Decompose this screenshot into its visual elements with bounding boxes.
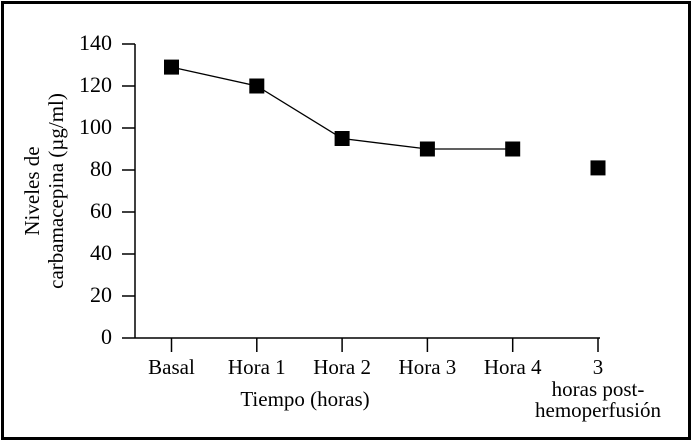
- y-tick-label: 120: [79, 72, 112, 97]
- x-tick-sublabel: horas post-: [552, 377, 645, 401]
- data-point-marker: [164, 59, 179, 75]
- data-point-marker: [590, 160, 606, 176]
- y-tick-label: 60: [90, 198, 112, 223]
- y-tick-label: 20: [90, 282, 112, 307]
- data-point-marker: [334, 131, 350, 146]
- x-tick-label: Hora 1: [228, 355, 286, 379]
- x-tick-sublabel: hemoperfusión: [535, 398, 661, 422]
- x-axis-title: Tiempo (horas): [240, 387, 370, 411]
- data-point-marker: [505, 141, 521, 157]
- x-tick-label: Hora 4: [484, 355, 542, 379]
- data-point-marker: [249, 78, 265, 94]
- x-tick-label: Hora 3: [399, 355, 457, 379]
- x-tick-label: Basal: [148, 355, 195, 379]
- y-tick-label: 100: [79, 114, 112, 139]
- y-tick-label: 140: [79, 30, 112, 55]
- x-tick-label: Hora 2: [313, 355, 371, 379]
- y-tick-label: 80: [90, 156, 112, 181]
- y-tick-label: 40: [90, 240, 112, 265]
- y-tick-label: 0: [101, 324, 112, 349]
- x-tick-label: 3: [593, 355, 604, 379]
- data-point-marker: [419, 141, 435, 157]
